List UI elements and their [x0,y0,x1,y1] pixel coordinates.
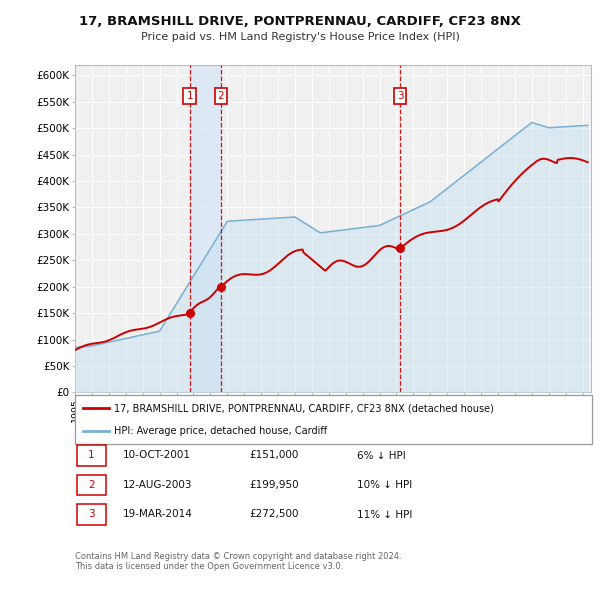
Text: 17, BRAMSHILL DRIVE, PONTPRENNAU, CARDIFF, CF23 8NX: 17, BRAMSHILL DRIVE, PONTPRENNAU, CARDIF… [79,15,521,28]
Text: 3: 3 [397,91,403,101]
Text: Contains HM Land Registry data © Crown copyright and database right 2024.
This d: Contains HM Land Registry data © Crown c… [75,552,401,571]
Text: 19-MAR-2014: 19-MAR-2014 [123,510,193,519]
Text: 10% ↓ HPI: 10% ↓ HPI [357,480,412,490]
Text: 17, BRAMSHILL DRIVE, PONTPRENNAU, CARDIFF, CF23 8NX (detached house): 17, BRAMSHILL DRIVE, PONTPRENNAU, CARDIF… [114,404,494,414]
Text: 2: 2 [88,480,95,490]
Text: £151,000: £151,000 [249,451,298,460]
Text: 3: 3 [88,510,95,519]
Text: 11% ↓ HPI: 11% ↓ HPI [357,510,412,519]
Text: £199,950: £199,950 [249,480,299,490]
Text: 10-OCT-2001: 10-OCT-2001 [123,451,191,460]
Text: 1: 1 [88,451,95,460]
Text: HPI: Average price, detached house, Cardiff: HPI: Average price, detached house, Card… [114,425,327,435]
Bar [190,65,221,392]
Text: £272,500: £272,500 [249,510,299,519]
Text: 12-AUG-2003: 12-AUG-2003 [123,480,193,490]
Text: 2: 2 [218,91,224,101]
Text: Price paid vs. HM Land Registry's House Price Index (HPI): Price paid vs. HM Land Registry's House … [140,32,460,42]
Text: 6% ↓ HPI: 6% ↓ HPI [357,451,406,460]
Text: 1: 1 [187,91,193,101]
FancyBboxPatch shape [75,395,592,444]
